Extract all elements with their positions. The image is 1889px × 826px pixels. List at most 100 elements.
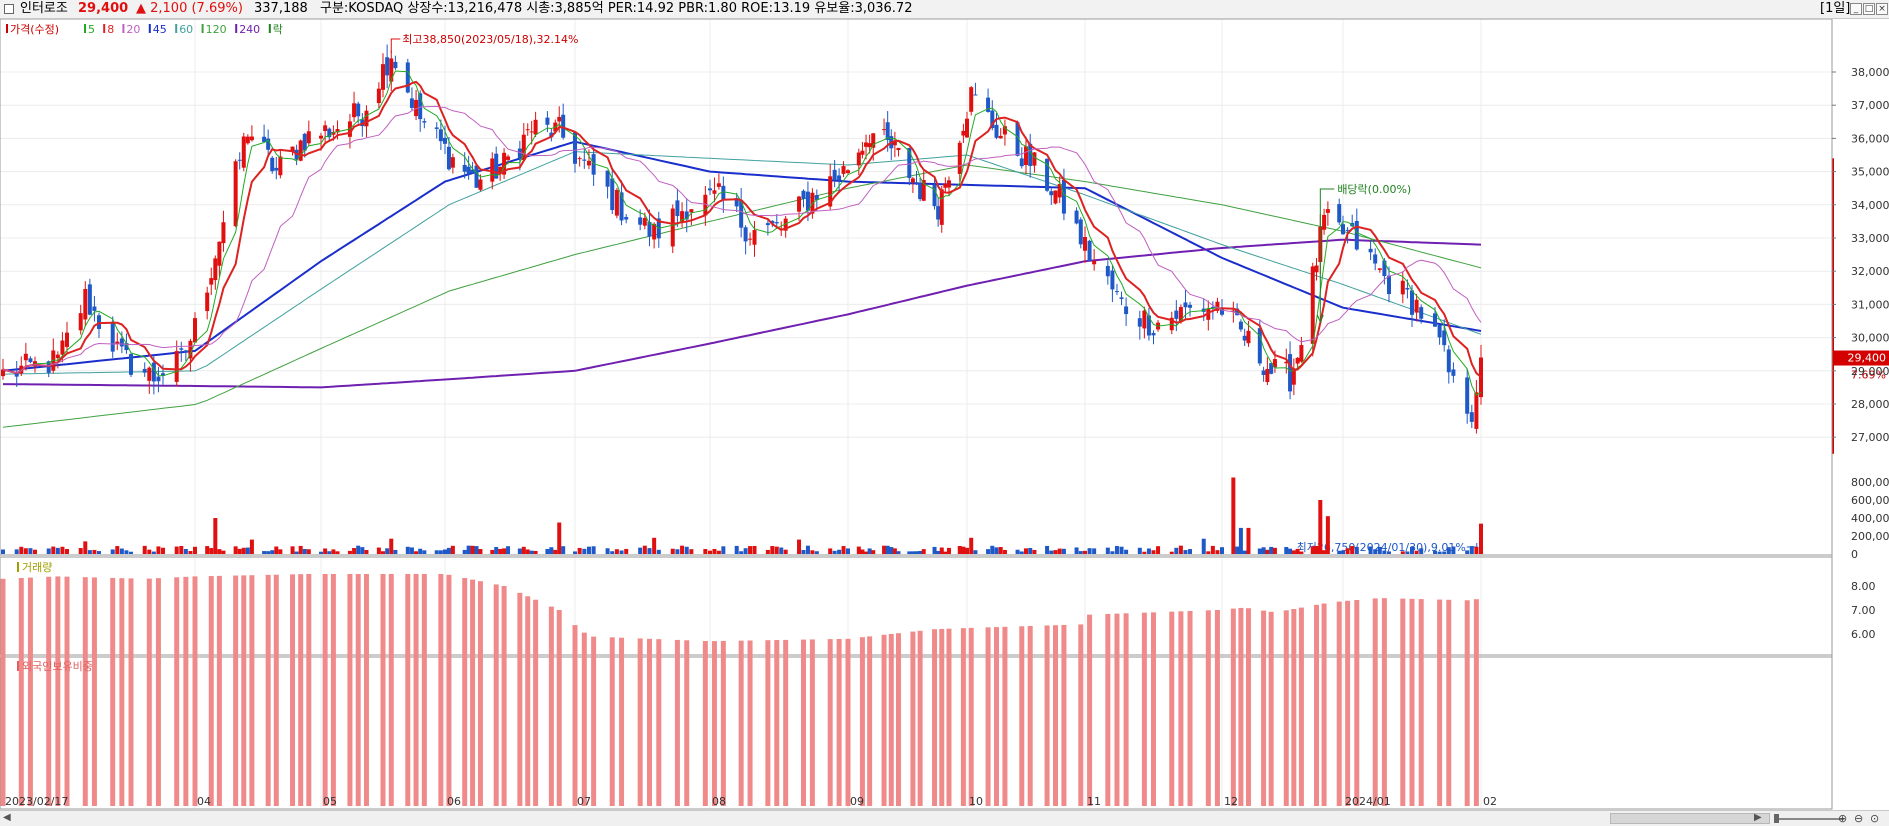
volume-bar — [233, 546, 238, 554]
foreign-bar — [477, 581, 483, 806]
zoom-slider[interactable] — [1770, 813, 1870, 824]
zoom-out-icon[interactable]: ⊖ — [1854, 812, 1864, 825]
stock-chart[interactable]: 가격(수정) 5 8 20 45 60 120 240 락 최고38,850(2023/05/1… — [0, 19, 1889, 810]
scroll-thumb[interactable] — [1610, 813, 1770, 824]
foreign-bar — [1291, 608, 1297, 806]
foreign-bar — [783, 639, 789, 806]
foreign-bar — [619, 637, 625, 806]
volume-bar — [1265, 549, 1270, 554]
volume-bar — [1410, 546, 1414, 554]
candle-body — [450, 157, 455, 168]
zoom-reset-icon[interactable]: ⊙ — [1870, 812, 1880, 825]
candle-body — [124, 343, 129, 351]
pct-tag: 7.69% — [1851, 369, 1886, 382]
candle-body — [1242, 335, 1247, 341]
foreign-bar — [363, 574, 369, 806]
close-icon[interactable]: × — [1876, 3, 1888, 15]
volume-bar — [237, 548, 242, 554]
foreign-bar — [1169, 611, 1175, 806]
volume-bar — [1151, 550, 1156, 554]
volume-bar — [1325, 516, 1330, 554]
horizontal-scrollbar[interactable]: ◀ ▶ ⊕ ⊖ ⊙ — [0, 810, 1889, 826]
candle-body — [986, 97, 991, 112]
candle-body — [55, 354, 60, 359]
short-moving-averages — [2, 70, 1482, 396]
volume-bar — [624, 548, 629, 554]
candle-body — [270, 157, 275, 172]
volume-bar — [142, 545, 147, 554]
candle-body — [1368, 248, 1373, 253]
foreign-bar — [747, 640, 753, 806]
volume-bar — [642, 545, 647, 554]
candle-body — [752, 230, 757, 245]
foreign-bar — [1078, 624, 1084, 806]
candle-body — [1206, 308, 1211, 320]
volume-bar — [1032, 549, 1037, 554]
candle-body — [409, 98, 414, 108]
volume-bar — [352, 548, 357, 554]
volume-bar — [466, 545, 471, 554]
volume-bar — [1387, 551, 1391, 554]
candle-body — [262, 136, 267, 142]
stock-info: 구분:KOSDAQ 상장수:13,216,478 시총:3,885억 PER:1… — [320, 1, 913, 16]
volume-bar — [739, 551, 744, 554]
volume-tick-label: 0 — [1851, 548, 1858, 561]
volume-bar — [119, 548, 124, 554]
foreign-bar — [917, 630, 923, 806]
candle-body — [1382, 260, 1387, 277]
candle-body — [642, 218, 647, 226]
candle-body — [193, 318, 197, 343]
zoom-in-icon[interactable]: ⊕ — [1838, 812, 1848, 825]
volume-bar — [860, 549, 865, 554]
volume-bar — [986, 549, 991, 554]
candle-body — [994, 124, 999, 138]
scroll-right-icon[interactable]: ▶ — [1754, 812, 1762, 823]
candle-body — [721, 185, 726, 201]
candle-body — [1114, 291, 1119, 293]
period-button[interactable]: [1일] — [1820, 1, 1851, 16]
foreign-bar — [572, 625, 578, 806]
volume-bar — [1314, 545, 1319, 554]
stock-name[interactable]: 인터로조 — [20, 1, 68, 16]
foreign-bar — [1245, 608, 1251, 806]
legend-label: 120 — [206, 23, 227, 36]
volume-bar — [1446, 547, 1451, 554]
volume-bar — [545, 548, 550, 554]
legend-marker — [6, 24, 8, 33]
volume-bar — [438, 550, 443, 554]
volume-bar — [557, 522, 562, 554]
scroll-left-icon[interactable]: ◀ — [3, 812, 11, 823]
foreign-bar — [836, 638, 842, 806]
candle-body — [174, 351, 179, 382]
volume-bar — [1015, 549, 1020, 554]
volume-bar — [1400, 551, 1405, 554]
volume-bar — [434, 550, 439, 554]
volume-bar — [586, 546, 591, 554]
candle-body — [60, 340, 65, 355]
foreign-bar — [548, 606, 554, 806]
volume-bar — [1288, 548, 1293, 554]
volume-bar — [965, 547, 969, 554]
y-tick-label: 38,000 — [1851, 66, 1889, 79]
volume-bar — [97, 551, 101, 554]
candle-body — [577, 158, 582, 160]
candle-body — [1373, 254, 1378, 264]
minimize-icon[interactable]: _ — [1850, 3, 1862, 15]
volume-bar — [561, 546, 566, 554]
volume-bar — [1137, 547, 1142, 554]
candle-body — [1272, 359, 1277, 368]
candle-body — [478, 179, 483, 190]
foreign-bar — [556, 610, 562, 806]
restore-icon[interactable]: □ — [1863, 3, 1875, 15]
volume-bar — [1377, 546, 1382, 554]
volume-bar — [174, 546, 179, 554]
x-tick-label: 11 — [1087, 795, 1101, 808]
volume-bar — [1235, 546, 1240, 554]
candle-body — [1314, 265, 1319, 273]
volume-bar — [151, 551, 156, 554]
volume-bar — [675, 549, 680, 554]
volume-bar — [1019, 551, 1024, 554]
foreign-bar — [939, 628, 945, 806]
volume-bar — [205, 546, 210, 554]
candle-body — [770, 220, 775, 224]
